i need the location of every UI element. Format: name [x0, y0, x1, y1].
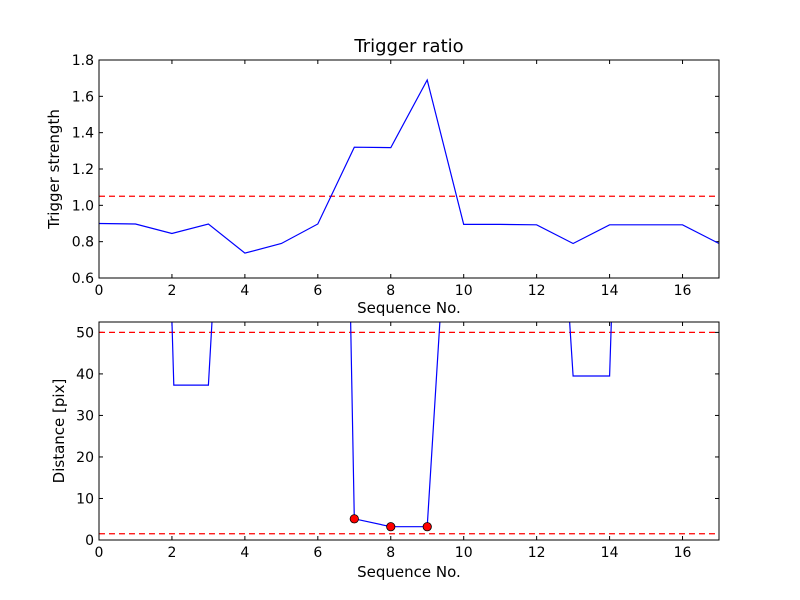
- series-line: [171, 322, 612, 528]
- y-tick-label: 50: [76, 325, 94, 341]
- y-tick-label: 0: [85, 533, 94, 549]
- bottom-plot-area: [99, 322, 719, 535]
- x-tick-label: 12: [528, 283, 546, 299]
- y-tick-label: 1.6: [72, 89, 94, 105]
- x-tick-label: 0: [95, 283, 104, 299]
- distance-plot: 0 2 4 6 8 10 12 14 16 0 10 20 30 40 50 Sequence No. Di…: [50, 321, 720, 581]
- x-tick-label: 14: [601, 545, 619, 561]
- y-tick-label: 0.6: [72, 271, 94, 287]
- top-axes-frame: [98, 59, 720, 279]
- x-tick-label: 6: [313, 545, 322, 561]
- y-tick-label: 10: [76, 491, 94, 507]
- x-tick-label: 10: [455, 545, 473, 561]
- y-tick-label: 1.0: [72, 198, 94, 214]
- bottom-x-axis-label: Sequence No.: [357, 563, 461, 581]
- bottom-axes-frame: [98, 321, 720, 541]
- top-ticks: 0 2 4 6 8 10 12 14 16 0.6 0.8 1.0 1.2 1.4 1.6 1.8: [72, 53, 719, 299]
- data-point-marker: [386, 522, 396, 532]
- x-tick-label: 8: [386, 283, 395, 299]
- top-plot-area: [99, 78, 719, 254]
- y-tick-label: 20: [76, 450, 94, 466]
- x-tick-label: 4: [240, 283, 249, 299]
- data-point-marker: [422, 522, 432, 532]
- x-tick-label: 8: [386, 545, 395, 561]
- x-tick-label: 0: [95, 545, 104, 561]
- x-tick-label: 2: [167, 545, 176, 561]
- x-tick-label: 6: [313, 283, 322, 299]
- bottom-ticks: 0 2 4 6 8 10 12 14 16 0 10 20 30 40 50: [76, 322, 719, 561]
- y-tick-label: 1.8: [72, 53, 94, 69]
- data-point-marker: [349, 514, 359, 524]
- x-tick-label: 2: [167, 283, 176, 299]
- y-tick-label: 30: [76, 408, 94, 424]
- y-tick-label: 1.2: [72, 162, 94, 178]
- series-line: [99, 78, 719, 254]
- top-x-axis-label: Sequence No.: [357, 299, 461, 317]
- chart-title: Trigger ratio: [353, 36, 463, 57]
- top-y-axis-label: Trigger strength: [45, 109, 63, 230]
- x-tick-label: 14: [601, 283, 619, 299]
- x-tick-label: 12: [528, 545, 546, 561]
- x-tick-label: 16: [674, 283, 692, 299]
- x-tick-label: 16: [674, 545, 692, 561]
- x-tick-label: 4: [240, 545, 249, 561]
- y-tick-label: 0.8: [72, 235, 94, 251]
- bottom-y-axis-label: Distance [pix]: [50, 379, 68, 484]
- y-tick-label: 1.4: [72, 126, 94, 142]
- trigger-ratio-plot: Trigger ratio 0 2 4 6 8 10 12 14 16 0.6 0.8 1.0 1.2 1…: [45, 36, 720, 317]
- y-tick-label: 40: [76, 367, 94, 383]
- x-tick-label: 10: [455, 283, 473, 299]
